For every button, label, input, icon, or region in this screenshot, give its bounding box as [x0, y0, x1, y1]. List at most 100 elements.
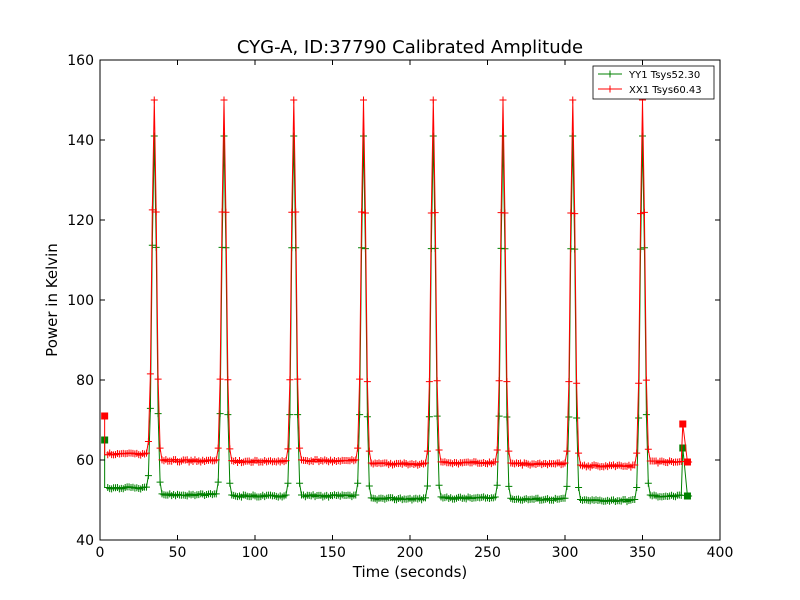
x-tick-label: 0 [96, 545, 105, 561]
data-point [156, 478, 164, 486]
data-point [635, 379, 643, 387]
data-point [642, 376, 650, 384]
data-point [352, 456, 360, 464]
square-marker [683, 458, 691, 466]
data-point [361, 209, 369, 217]
data-point [214, 478, 222, 486]
data-point [146, 404, 154, 412]
data-point [292, 208, 300, 216]
data-point [154, 375, 162, 383]
data-point [633, 484, 641, 492]
data-point [354, 479, 362, 487]
axes: 0 50 100 150 200 250 300 350 400 40 60 80 100 120 140 1… [67, 53, 733, 561]
data-point [495, 412, 503, 420]
data-point [493, 481, 501, 489]
data-point [644, 445, 652, 453]
data-point [422, 494, 429, 502]
data-point [365, 447, 373, 455]
data-point [505, 447, 513, 455]
x-tick-label: 150 [319, 545, 346, 561]
data-point [433, 377, 441, 385]
data-point [282, 457, 290, 465]
data-point [637, 210, 645, 218]
data-point [290, 96, 298, 104]
x-tick-label: 350 [629, 545, 656, 561]
data-point [505, 482, 513, 490]
legend: YY1 Tsys52.30 XX1 Tsys60.43 [592, 65, 715, 100]
data-point [569, 96, 577, 104]
data-point [143, 449, 150, 457]
data-point [425, 378, 433, 386]
data-point [639, 132, 646, 140]
data-point [294, 411, 302, 419]
data-point [222, 208, 230, 216]
x-tick-label: 300 [552, 545, 579, 561]
data-point [631, 495, 639, 503]
data-point [144, 438, 152, 446]
data-point [365, 482, 373, 490]
legend-label: XX1 Tsys60.43 [629, 85, 702, 96]
legend-marker [606, 85, 614, 93]
data-point [282, 491, 290, 499]
data-point [429, 132, 437, 140]
data-point [433, 412, 441, 420]
data-point [573, 379, 581, 387]
data-point [220, 132, 228, 140]
square-marker [101, 412, 109, 420]
data-point [635, 414, 643, 422]
data-point [294, 375, 302, 383]
y-tick-label: 160 [67, 53, 94, 69]
y-tick-label: 120 [67, 213, 94, 229]
data-point [284, 445, 292, 453]
data-point [358, 208, 366, 216]
data-point [154, 410, 162, 418]
data-point [677, 457, 685, 465]
data-point [677, 491, 685, 499]
data-point [152, 208, 160, 216]
square-marker [679, 420, 687, 428]
data-point [360, 96, 367, 104]
square-marker [679, 444, 687, 452]
x-tick-label: 400 [707, 545, 734, 561]
data-point [495, 377, 503, 385]
data-point [491, 493, 499, 501]
legend-marker [606, 70, 614, 78]
y-tick-label: 80 [76, 373, 94, 389]
data-point [565, 378, 573, 386]
data-point [435, 446, 443, 454]
data-point [284, 479, 292, 487]
data-point [296, 444, 304, 452]
legend-label: YY1 Tsys52.30 [628, 70, 700, 81]
data-point [356, 411, 364, 419]
data-point [425, 413, 433, 421]
square-marker [683, 492, 691, 500]
data-point [360, 132, 367, 140]
data-point [571, 210, 579, 218]
data-point [296, 479, 304, 487]
data-point [150, 132, 158, 140]
data-point [226, 479, 234, 487]
data-point [642, 411, 650, 419]
data-point [143, 483, 150, 491]
data-point [499, 96, 507, 104]
data-point [422, 459, 429, 467]
x-tick-label: 250 [474, 545, 501, 561]
x-axis-label: Time (seconds) [352, 563, 468, 581]
data-point [429, 96, 437, 104]
x-tick-label: 200 [397, 545, 424, 561]
data-point [352, 491, 360, 499]
data-point [214, 444, 222, 452]
y-tick-label: 100 [67, 293, 94, 309]
data-point [431, 209, 439, 217]
data-point [144, 472, 152, 480]
data-point [224, 411, 232, 419]
data-point [212, 490, 220, 498]
data-point [216, 375, 224, 383]
data-point [503, 413, 511, 421]
data-point [150, 96, 158, 104]
plot-area [101, 96, 693, 506]
data-point [423, 482, 431, 490]
y-tick-label: 140 [67, 133, 94, 149]
data-point [146, 370, 154, 378]
x-tick-label: 50 [169, 545, 187, 561]
